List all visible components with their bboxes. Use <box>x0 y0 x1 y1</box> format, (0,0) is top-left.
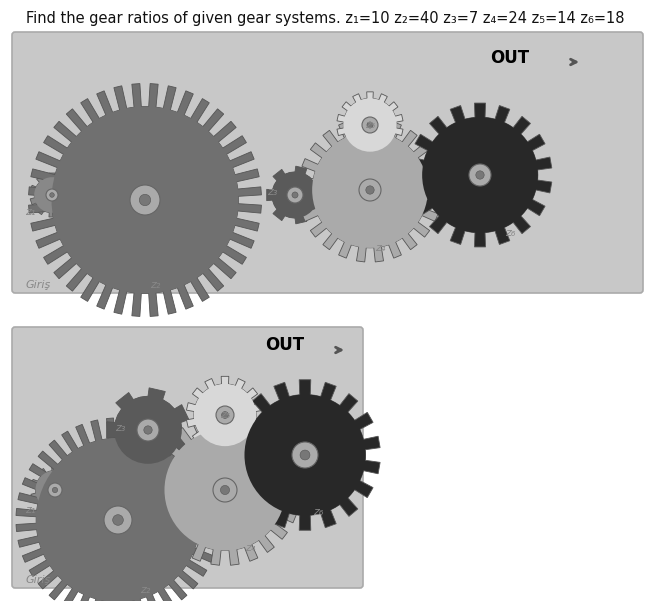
Text: z₆: z₆ <box>505 228 515 238</box>
Polygon shape <box>30 173 74 217</box>
Circle shape <box>469 164 491 186</box>
Text: z₄: z₄ <box>245 543 255 553</box>
Polygon shape <box>150 415 300 566</box>
Circle shape <box>312 132 428 248</box>
Polygon shape <box>298 118 442 262</box>
Text: z₅: z₅ <box>365 120 375 130</box>
Text: OUT: OUT <box>265 336 305 354</box>
Polygon shape <box>16 418 220 601</box>
Circle shape <box>300 450 310 460</box>
Circle shape <box>144 426 152 434</box>
Circle shape <box>112 514 124 525</box>
Circle shape <box>194 384 256 446</box>
Circle shape <box>213 478 237 502</box>
Polygon shape <box>230 380 380 530</box>
Polygon shape <box>107 388 189 472</box>
Text: z₄: z₄ <box>375 243 385 253</box>
Circle shape <box>476 171 484 179</box>
Circle shape <box>216 406 234 424</box>
Circle shape <box>220 486 229 495</box>
Circle shape <box>139 194 151 206</box>
Circle shape <box>46 189 58 201</box>
Circle shape <box>104 506 132 534</box>
Circle shape <box>51 106 239 293</box>
Text: z₃: z₃ <box>115 423 125 433</box>
Circle shape <box>292 442 318 468</box>
Polygon shape <box>337 92 403 158</box>
Text: Find the gear ratios of given gear systems. z₁=10 z₂=40 z₃=7 z₄=24 z₅=14 z₆=18: Find the gear ratios of given gear syste… <box>26 10 624 25</box>
Circle shape <box>49 193 55 197</box>
Circle shape <box>130 185 160 215</box>
Circle shape <box>35 471 75 510</box>
Text: z₂: z₂ <box>140 585 150 595</box>
Circle shape <box>362 117 378 133</box>
Circle shape <box>359 179 381 201</box>
Circle shape <box>48 483 62 497</box>
FancyBboxPatch shape <box>12 327 363 588</box>
Circle shape <box>292 192 298 198</box>
Text: z₁: z₁ <box>25 505 35 515</box>
Circle shape <box>272 172 318 218</box>
Circle shape <box>244 394 365 516</box>
Circle shape <box>367 122 373 128</box>
Polygon shape <box>187 376 263 454</box>
Circle shape <box>366 186 374 194</box>
Polygon shape <box>31 466 79 514</box>
Circle shape <box>36 438 200 601</box>
Circle shape <box>222 412 228 418</box>
Text: z₃: z₃ <box>266 187 277 197</box>
Text: Giriş: Giriş <box>25 280 50 290</box>
Polygon shape <box>29 84 261 317</box>
Circle shape <box>53 487 58 493</box>
FancyBboxPatch shape <box>12 32 643 293</box>
Text: z₆: z₆ <box>313 507 323 517</box>
Text: z₂: z₂ <box>150 280 160 290</box>
Text: Giriş: Giriş <box>25 575 50 585</box>
Circle shape <box>114 396 182 464</box>
Polygon shape <box>266 166 323 224</box>
Circle shape <box>422 117 538 233</box>
Circle shape <box>137 419 159 441</box>
Circle shape <box>343 99 396 151</box>
Polygon shape <box>408 103 552 247</box>
Text: z₅: z₅ <box>220 410 230 420</box>
Circle shape <box>164 430 285 551</box>
Circle shape <box>287 187 303 203</box>
Text: OUT: OUT <box>491 49 530 67</box>
Circle shape <box>34 177 70 213</box>
Text: z₁: z₁ <box>25 207 35 217</box>
